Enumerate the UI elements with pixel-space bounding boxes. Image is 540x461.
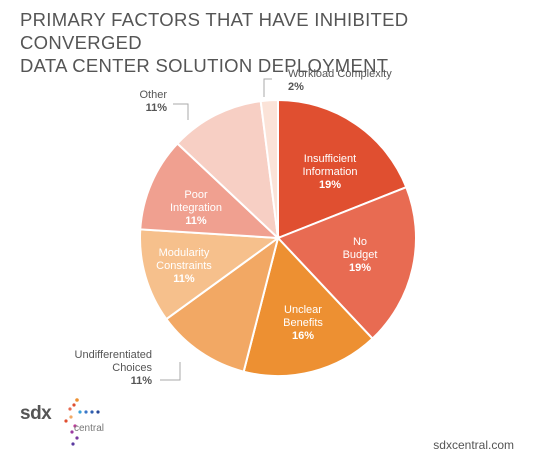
slice-value-label: 11% — [185, 215, 207, 227]
pie-slice-2 — [242, 235, 374, 377]
slice-label-text: Budget — [343, 249, 378, 261]
slice-label-text: Choices — [112, 362, 152, 374]
leader-line — [263, 78, 272, 97]
slice-label-text: Information — [302, 166, 357, 178]
chart-title-line-1: PRIMARY FACTORS THAT HAVE INHIBITED CONV… — [20, 9, 409, 53]
slice-label-text: Workload Complexity — [288, 68, 392, 80]
pie-slice-7 — [259, 98, 279, 239]
pie-slice-1 — [276, 185, 417, 341]
slice-value-label: 19% — [349, 262, 371, 274]
slice-value-label: 16% — [292, 330, 314, 342]
logo-wordmark: sdx — [20, 403, 52, 424]
chart-title-line-2: DATA CENTER SOLUTION DEPLOYMENT — [20, 55, 389, 76]
slice-value-label: 19% — [319, 179, 341, 191]
pie-slice-6 — [175, 99, 280, 241]
slice-label-text: Poor — [184, 189, 208, 201]
logo-subtitle: central — [74, 423, 105, 434]
slice-label-text: Constraints — [156, 260, 212, 272]
slice-label-text: Insufficient — [304, 153, 356, 165]
logo-dots-icon — [64, 398, 100, 446]
pie-slice-3 — [164, 235, 280, 373]
slice-label-text: Unclear — [284, 304, 322, 316]
leader-line — [160, 362, 181, 381]
pie-slice-4 — [139, 228, 281, 321]
slice-label-text: Benefits — [283, 317, 323, 329]
slice-label-text: Undifferentiated — [75, 349, 152, 361]
slice-value-label: 2% — [288, 81, 304, 93]
slice-label-text: Integration — [170, 202, 222, 214]
slice-value-label: 11% — [131, 375, 153, 387]
pie-slice-0 — [277, 98, 408, 240]
slice-label-text: Other — [139, 89, 167, 101]
leader-line — [173, 103, 189, 120]
slice-label-text: No — [353, 236, 367, 248]
sdxcentral-logo: sdx central — [20, 398, 130, 448]
pie-slice-5 — [139, 142, 281, 240]
source-url: sdxcentral.com — [433, 438, 514, 452]
slice-value-label: 11% — [173, 273, 195, 285]
slice-label-text: Modularity — [159, 247, 210, 259]
chart-title: PRIMARY FACTORS THAT HAVE INHIBITED CONV… — [20, 8, 520, 77]
slice-value-label: 11% — [146, 102, 168, 114]
